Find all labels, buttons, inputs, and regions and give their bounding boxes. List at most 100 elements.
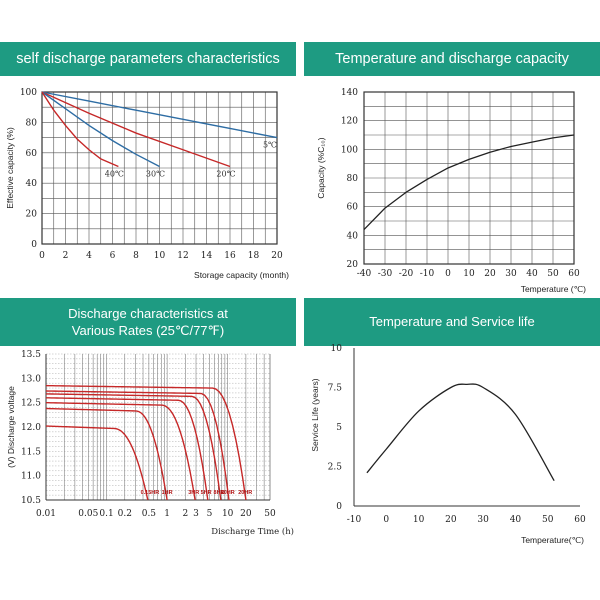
y-tick-label: 12.0 xyxy=(21,423,41,433)
x-axis-label: Temperature (℃) xyxy=(521,284,586,294)
y-tick-label: 13.5 xyxy=(21,350,41,360)
capacity-curve xyxy=(363,134,575,231)
panel-2-header: Temperature and discharge capacity xyxy=(304,42,600,76)
x-tick-label: 0 xyxy=(39,251,45,261)
panel-discharge-rates: Discharge characteristics at Various Rat… xyxy=(0,298,296,560)
y-tick-label: 2.5 xyxy=(328,463,343,473)
x-tick-label: 18 xyxy=(248,251,260,261)
y-tick-label: 11.5 xyxy=(21,447,41,457)
y-tick-label: 60 xyxy=(347,203,359,213)
x-tick-label: 0 xyxy=(445,269,451,279)
x-tick-label: 6 xyxy=(110,251,116,261)
y-tick-label: 100 xyxy=(20,88,37,98)
x-tick-label: 20 xyxy=(271,251,283,261)
x-tick-label: 20 xyxy=(484,269,496,279)
x-tick-label: -10 xyxy=(347,515,362,525)
series-line xyxy=(41,91,119,168)
rate-curve xyxy=(45,401,196,501)
y-tick-label: 5 xyxy=(336,423,342,433)
y-tick-label: 12.5 xyxy=(21,399,41,409)
x-tick-label: 1 xyxy=(164,509,170,519)
y-tick-label: 60 xyxy=(26,149,38,159)
x-tick-label: 2 xyxy=(182,509,188,519)
discharge-rate-chart: 0.01 0.05 0.1 0.2 0.5 1 2 3 5 10 20 50 10.5 11.0 11.5 1… xyxy=(6,350,294,537)
y-axis-label: Effective capacity (%) xyxy=(5,127,15,209)
series-label: 40℃ xyxy=(105,169,124,178)
rate-label: 8HR xyxy=(214,490,225,496)
series-line xyxy=(41,91,231,168)
x-tick-label: 30 xyxy=(505,269,517,279)
temperature-capacity-chart: -40 -30 -20 -10 0 10 20 30 40 50 60 20 40 60 80 100 120 1… xyxy=(316,88,586,294)
x-axis-label: Discharge Time (h) xyxy=(211,526,294,537)
rate-label: 1HR xyxy=(162,490,173,496)
rate-curve xyxy=(45,393,222,501)
y-tick-label: 140 xyxy=(341,88,358,98)
x-tick-label: -10 xyxy=(420,269,435,279)
x-tick-label: 14 xyxy=(201,251,213,261)
service-life-chart: -10 0 10 20 30 40 50 60 0 2.5 5 7.5 10 Temperature(℃)… xyxy=(310,344,586,545)
x-tick-label: 0.5 xyxy=(142,509,157,519)
x-tick-label: 2 xyxy=(63,251,69,261)
x-tick-label: 50 xyxy=(542,515,554,525)
x-tick-label: 40 xyxy=(526,269,538,279)
x-tick-label: 5 xyxy=(207,509,213,519)
plot-frame xyxy=(363,91,575,265)
rate-label: 5HR xyxy=(201,490,212,496)
x-tick-label: 0 xyxy=(383,515,389,525)
y-tick-label: 11.0 xyxy=(21,472,41,482)
y-tick-label: 120 xyxy=(341,117,358,127)
panel-3-title-line2: Various Rates (25℃/77℉) xyxy=(71,323,225,338)
rate-curve xyxy=(45,390,230,501)
x-tick-label: 60 xyxy=(574,515,586,525)
y-axis-label: Capacity (%C₁₀) xyxy=(316,137,326,198)
x-tick-label: 30 xyxy=(477,515,489,525)
x-tick-label: 50 xyxy=(547,269,559,279)
x-tick-label: 16 xyxy=(224,251,236,261)
service-life-curve xyxy=(366,383,555,482)
rate-curve xyxy=(45,425,149,501)
y-tick-label: 0 xyxy=(336,502,342,512)
y-tick-label: 80 xyxy=(26,118,38,128)
panel-self-discharge: self discharge parameters characteristic… xyxy=(0,42,296,295)
x-tick-label: 20 xyxy=(240,509,252,519)
x-tick-label: 0.2 xyxy=(118,509,132,519)
x-tick-label: 10 xyxy=(463,269,475,279)
y-tick-label: 7.5 xyxy=(328,384,343,394)
x-tick-label: 8 xyxy=(133,251,139,261)
rate-curve xyxy=(45,397,209,501)
y-tick-label: 10.5 xyxy=(21,496,41,506)
rate-curve xyxy=(45,407,168,501)
x-tick-label: 10 xyxy=(413,515,425,525)
y-tick-label: 20 xyxy=(347,260,359,270)
y-tick-label: 10 xyxy=(331,344,343,354)
series-label: 5℃ xyxy=(263,141,277,150)
x-axis-label: Temperature(℃) xyxy=(521,535,584,545)
panel-service-life: Temperature and Service life -10 0 10 20 30 4… xyxy=(304,298,600,560)
y-axis-label: Service Life (years) xyxy=(310,378,320,451)
panel-temp-capacity: Temperature and discharge capacity -40 -3… xyxy=(304,42,600,295)
x-axis-label: Storage capacity (month) xyxy=(194,270,289,280)
rate-label: 0.15HR xyxy=(141,490,160,496)
series-line xyxy=(41,91,278,139)
x-tick-label: 4 xyxy=(86,251,92,261)
y-tick-label: 0 xyxy=(31,240,37,250)
panel-1-header: self discharge parameters characteristic… xyxy=(0,42,296,76)
series-line xyxy=(41,91,160,168)
plot-frame xyxy=(41,91,278,245)
y-tick-label: 100 xyxy=(341,145,358,155)
x-tick-label: 3 xyxy=(193,509,199,519)
series-label: 30℃ xyxy=(146,169,165,178)
x-tick-label: -20 xyxy=(399,269,414,279)
self-discharge-chart: 0 2 4 6 8 10 12 14 16 18 20 0 20 40 60 80 100 Storage cap… xyxy=(5,88,289,280)
y-tick-label: 80 xyxy=(347,174,359,184)
rate-label: 10HR xyxy=(221,490,235,496)
series-label: 20℃ xyxy=(216,169,235,178)
panel-3-header: Discharge characteristics at Various Rat… xyxy=(0,298,296,346)
y-tick-label: 40 xyxy=(347,231,359,241)
rate-label: 3HR xyxy=(188,490,199,496)
x-tick-label: 50 xyxy=(264,509,276,519)
y-axis-label: (V) Discharge voltage xyxy=(6,386,16,468)
x-tick-label: 20 xyxy=(445,515,457,525)
x-tick-label: -30 xyxy=(378,269,393,279)
panel-3-title-line1: Discharge characteristics at xyxy=(68,306,228,321)
